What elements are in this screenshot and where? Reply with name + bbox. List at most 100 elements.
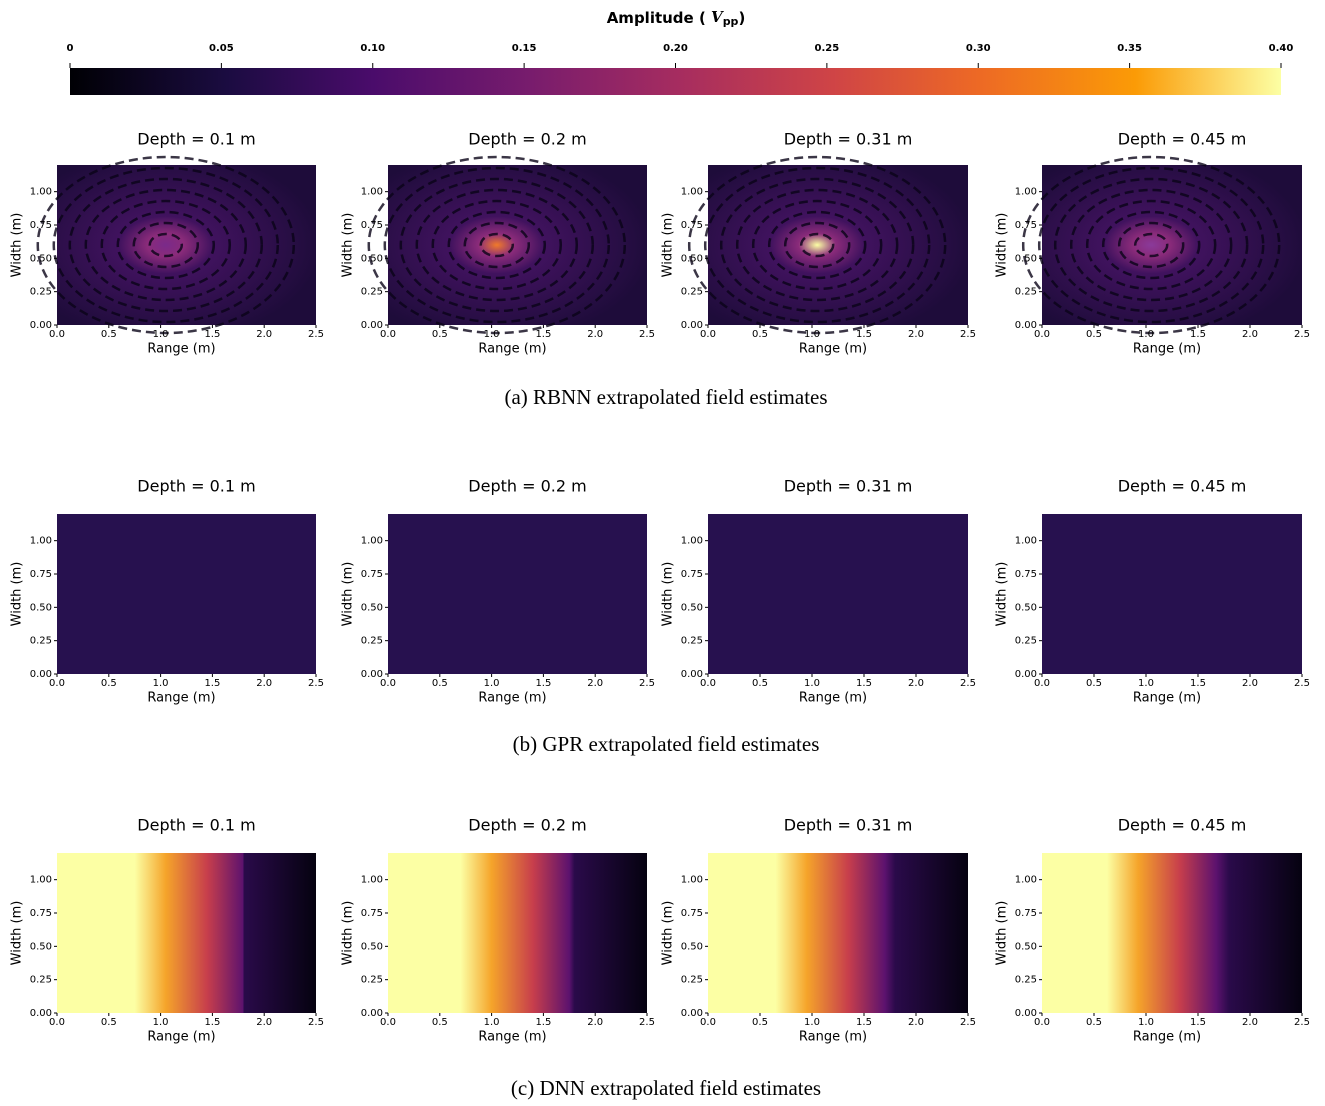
ripple [100,199,232,291]
x-tick-label: 2.5 [639,1017,655,1028]
x-tick-label: 2.5 [308,1017,324,1028]
y-tick-label: 0.75 [361,220,383,231]
x-tick-label: 2.0 [908,329,924,340]
y-tick-label: 0.25 [1015,636,1037,647]
panel-title: Depth = 0.2 m [468,477,586,496]
x-tick-label: 0.5 [101,678,117,689]
y-axis-label: Width (m) [661,213,676,278]
x-tick-label: 2.0 [256,678,272,689]
x-axis-label: Range (m) [147,342,215,357]
x-tick-label: 2.0 [908,1017,924,1028]
ripple [479,232,515,258]
ripple [1021,155,1281,335]
x-tick-label: 1.5 [204,1017,220,1028]
heatmap [708,853,968,1013]
x-tick-label: 1.0 [804,678,820,689]
x-tick-label: 1.0 [484,329,500,340]
y-tick-label: 0.75 [1015,908,1037,919]
ripple [719,177,915,313]
colorbar-tick-label: 0.35 [1117,43,1142,54]
y-tick-label: 0.25 [681,636,703,647]
x-tick-label: 1.5 [1190,678,1206,689]
ripple [799,232,835,258]
ripple [132,221,200,269]
y-tick-label: 0.00 [361,669,383,680]
y-tick-label: 0.25 [361,975,383,986]
x-tick-label: 0.5 [752,1017,768,1028]
ripple [1069,188,1233,302]
y-tick-label: 0.25 [30,975,52,986]
ripple [68,177,264,313]
ripple [1085,199,1217,291]
x-tick-label: 2.5 [960,329,976,340]
y-axis-label: Width (m) [10,901,25,966]
ripple [735,188,899,302]
x-tick-label: 1.0 [153,329,169,340]
x-tick-label: 0.0 [380,678,396,689]
y-axis-label: Width (m) [661,562,676,627]
y-tick-label: 0.75 [361,908,383,919]
ripple [1053,177,1249,313]
x-tick-label: 1.0 [1138,1017,1154,1028]
ripple [1037,166,1265,324]
x-axis-label: Range (m) [478,342,546,357]
y-tick-label: 0.00 [1015,320,1037,331]
panel-title: Depth = 0.31 m [784,816,913,835]
x-tick-label: 2.0 [587,329,603,340]
x-tick-label: 2.5 [1294,1017,1310,1028]
y-tick-label: 1.00 [1015,187,1037,198]
ripple [367,155,627,335]
x-tick-label: 2.5 [639,678,655,689]
x-tick-label: 2.5 [308,678,324,689]
x-axis-label: Range (m) [799,691,867,706]
x-tick-label: 0.5 [432,329,448,340]
x-tick-label: 0.5 [432,678,448,689]
x-tick-label: 2.0 [1242,329,1258,340]
y-tick-label: 0.75 [681,908,703,919]
y-tick-label: 0.25 [361,636,383,647]
x-tick-label: 1.0 [484,678,500,689]
y-tick-label: 0.00 [30,320,52,331]
y-tick-label: 1.00 [30,875,52,886]
x-tick-label: 0.0 [49,678,65,689]
x-tick-label: 1.5 [204,678,220,689]
ripple [84,188,248,302]
y-axis-label: Width (m) [10,562,25,627]
y-axis-label: Width (m) [341,213,356,278]
y-tick-label: 1.00 [30,536,52,547]
y-tick-label: 1.00 [1015,536,1037,547]
x-tick-label: 2.5 [960,1017,976,1028]
x-tick-label: 1.0 [1138,678,1154,689]
x-tick-label: 2.5 [960,678,976,689]
y-tick-label: 0.00 [681,320,703,331]
y-axis-label: Width (m) [995,562,1010,627]
title-unit-sub: pp [723,15,739,28]
x-tick-label: 1.5 [1190,1017,1206,1028]
y-tick-label: 1.00 [361,187,383,198]
x-tick-label: 0.0 [380,329,396,340]
x-axis-label: Range (m) [478,1030,546,1045]
ripple [148,232,184,258]
x-tick-label: 2.0 [1242,1017,1258,1028]
x-tick-label: 1.5 [856,329,872,340]
title-close: ) [738,9,745,27]
panel-title: Depth = 0.31 m [784,130,913,149]
y-tick-label: 0.75 [1015,220,1037,231]
x-tick-label: 0.0 [380,1017,396,1028]
heatmap [708,514,968,674]
x-tick-label: 2.0 [587,678,603,689]
x-axis-label: Range (m) [799,1030,867,1045]
y-tick-label: 0.75 [361,569,383,580]
ripple [383,166,611,324]
heatmap [388,853,647,1013]
y-tick-label: 0.50 [361,602,383,613]
x-tick-label: 0.5 [432,1017,448,1028]
ripple [116,210,216,280]
y-tick-label: 0.50 [681,941,703,952]
panel-title: Depth = 0.1 m [137,816,255,835]
y-tick-label: 0.75 [1015,569,1037,580]
x-tick-label: 1.5 [535,678,551,689]
panel-title: Depth = 0.2 m [468,816,586,835]
heatmap [57,514,316,674]
heatmap [1042,514,1302,674]
